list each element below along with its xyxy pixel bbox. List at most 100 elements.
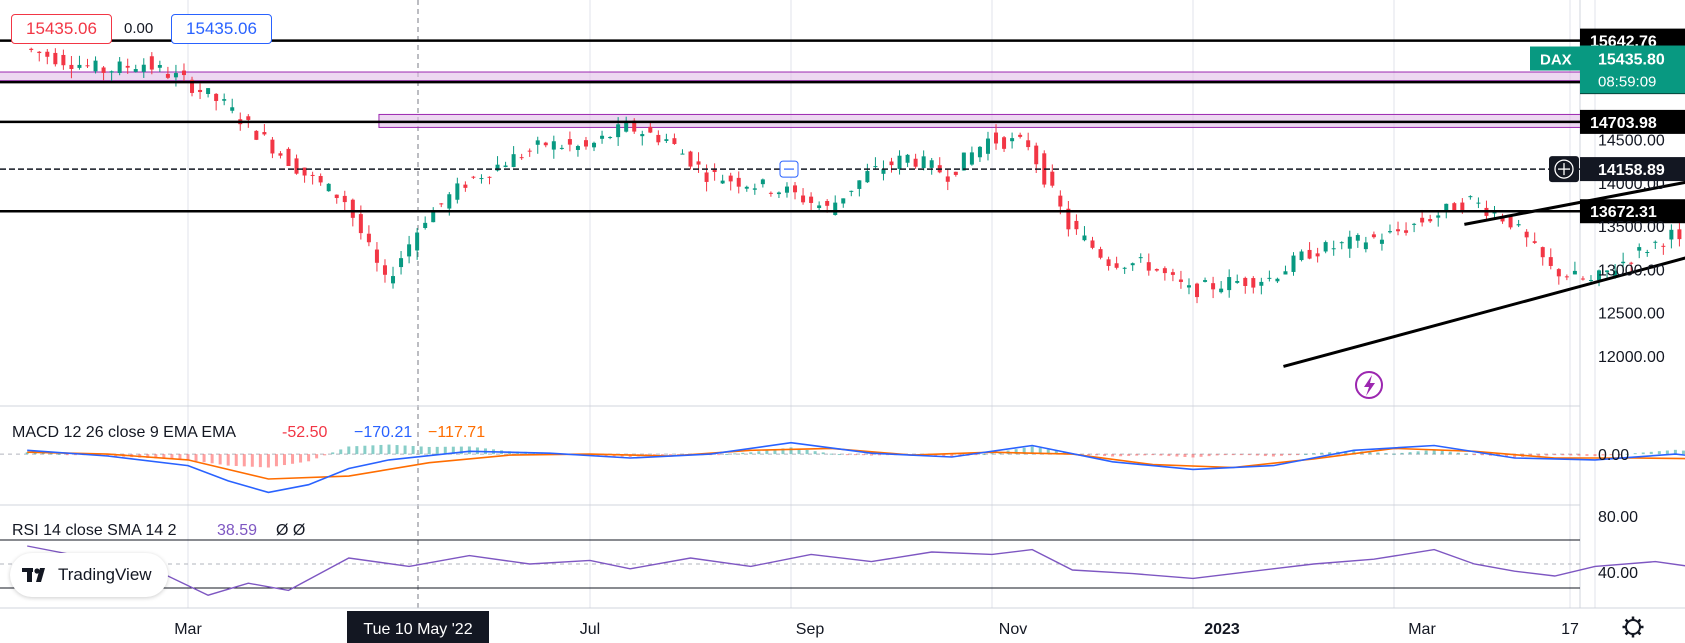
candle-body	[1267, 277, 1272, 279]
price-axis-tick: 12500.00	[1598, 306, 1665, 323]
macd-histogram-bar	[773, 449, 777, 455]
macd-histogram-bar	[1054, 450, 1058, 455]
macd-histogram-bar	[65, 454, 69, 456]
price-axis-tick: 12000.00	[1598, 349, 1665, 366]
macd-histogram-bar	[829, 453, 833, 455]
candle-body	[857, 180, 862, 189]
candle-body	[1323, 242, 1328, 252]
macd-histogram-bar	[1320, 452, 1324, 455]
candle-body	[656, 134, 661, 143]
macd-histogram-bar	[861, 454, 865, 456]
candle-body	[833, 202, 838, 216]
candle-body	[1186, 285, 1191, 288]
macd-histogram-bar	[443, 446, 447, 455]
macd-histogram-bar	[1513, 454, 1517, 458]
gear-tooth	[1637, 631, 1642, 636]
macd-histogram-bar	[1344, 451, 1348, 455]
candle-body	[439, 203, 444, 205]
candle-body	[511, 154, 516, 168]
candle-body	[391, 276, 396, 284]
candle-body	[704, 172, 709, 182]
macd-histogram-bar	[186, 454, 190, 460]
candle-body	[873, 166, 878, 168]
candle-body	[688, 151, 693, 167]
macd-histogram-bar	[1095, 454, 1099, 456]
candle-body	[133, 69, 138, 72]
candle-body	[1082, 235, 1087, 241]
tradingview-logo[interactable]: TradingView	[10, 553, 168, 597]
candle-body	[1010, 138, 1015, 142]
candle-body	[1476, 202, 1481, 204]
candle-body	[1629, 262, 1634, 264]
candle-body	[881, 169, 886, 174]
macd-histogram-bar	[323, 454, 327, 456]
candle-body	[61, 54, 66, 66]
candle-body	[760, 179, 765, 185]
candle-body	[1605, 270, 1610, 273]
macd-histogram-bar	[1183, 454, 1187, 457]
candle-body	[1396, 229, 1401, 232]
sell-button[interactable]: 15435.06	[11, 14, 112, 44]
candle-body	[53, 52, 58, 65]
macd-histogram-bar	[41, 452, 45, 455]
candle-body	[93, 60, 98, 72]
candle-body	[471, 176, 476, 178]
candle-body	[1621, 261, 1626, 264]
candle-body	[1580, 278, 1585, 280]
candle-body	[407, 244, 412, 257]
candle-body	[1227, 277, 1232, 291]
candle-body	[1203, 280, 1208, 282]
candle-body	[953, 171, 958, 175]
candle-body	[1532, 241, 1537, 243]
macd-histogram-bar	[33, 452, 37, 455]
candle-body	[736, 177, 741, 187]
macd-histogram-bar	[403, 445, 407, 455]
candle-body	[543, 142, 548, 146]
candle-body	[1154, 269, 1159, 271]
candle-body	[1637, 247, 1642, 251]
gear-icon[interactable]	[1622, 616, 1644, 638]
macd-histogram-bar	[1505, 454, 1509, 457]
price-axis-tick: 13000.00	[1598, 262, 1665, 279]
candle-body	[29, 48, 34, 50]
buy-button[interactable]: 15435.06	[171, 14, 272, 44]
macd-histogram-bar	[1135, 454, 1139, 456]
candle-body	[270, 139, 275, 154]
candle-body	[583, 140, 588, 147]
candle-body	[479, 178, 484, 180]
candle-body	[382, 265, 387, 275]
macd-histogram-bar	[1464, 453, 1468, 455]
macd-histogram-bar	[25, 452, 29, 455]
macd-histogram-bar	[1625, 453, 1629, 455]
macd-histogram-bar	[427, 446, 431, 455]
time-axis-tick: Jul	[580, 621, 600, 638]
macd-histogram-bar	[1448, 451, 1452, 455]
candle-body	[101, 67, 106, 73]
candle-body	[117, 61, 122, 73]
macd-histogram-bar	[1215, 454, 1219, 456]
candle-body	[1162, 268, 1167, 274]
gear-tooth	[1637, 618, 1642, 623]
candle-body	[1387, 231, 1392, 233]
candle-body	[334, 194, 339, 199]
candle-body	[1122, 267, 1127, 269]
macd-histogram-bar	[1537, 454, 1541, 457]
macd-histogram-bar	[234, 454, 238, 466]
macd-histogram-bar	[1199, 454, 1203, 457]
candle-body	[1548, 257, 1553, 266]
macd-histogram-bar	[1392, 453, 1396, 455]
macd-histogram-bar	[1633, 453, 1637, 455]
candle-body	[125, 65, 130, 68]
macd-histogram-bar	[202, 454, 206, 463]
candle-body	[1259, 281, 1264, 286]
candle-body	[616, 124, 621, 138]
candle-body	[535, 140, 540, 145]
macd-histogram-bar	[1119, 454, 1123, 457]
macd-histogram-bar	[781, 448, 785, 455]
macd-histogram-bar	[1400, 452, 1404, 455]
candle-body	[752, 188, 757, 190]
macd-histogram-bar	[934, 454, 938, 457]
candle-body	[1468, 196, 1473, 198]
candle-body	[326, 183, 331, 192]
